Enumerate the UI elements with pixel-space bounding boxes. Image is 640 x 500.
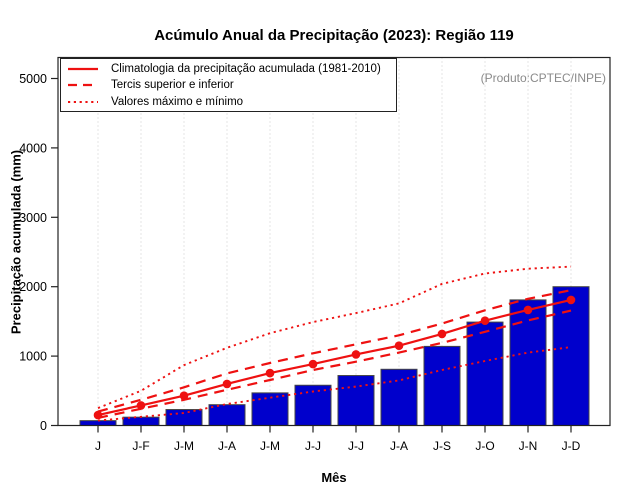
bar xyxy=(552,286,590,427)
bar xyxy=(294,384,332,426)
solid-line-icon xyxy=(68,67,98,70)
valor-m-nimo-line xyxy=(97,346,572,422)
y-tick-label: 3000 xyxy=(19,211,47,225)
climatology-marker xyxy=(394,341,404,351)
bar xyxy=(208,404,246,426)
plot-box xyxy=(57,56,611,427)
climatology-marker xyxy=(265,368,275,378)
chart-title: Acúmulo Anual da Precipitação (2023): Re… xyxy=(154,27,514,44)
tercil-superior-line xyxy=(97,289,572,413)
legend-label: Climatologia da precipitação acumulada (… xyxy=(111,62,381,75)
legend-label: Tercis superior e inferior xyxy=(111,79,234,91)
x-tick-label: J-D xyxy=(562,439,581,453)
y-tick-label: 0 xyxy=(40,419,47,433)
x-tick-label: J-N xyxy=(519,439,538,453)
x-tick-label: J xyxy=(95,439,101,453)
watermark-text: (Produto:CPTEC/INPE) xyxy=(480,71,606,85)
climatology-marker xyxy=(179,391,189,401)
x-tick-label: J-J xyxy=(305,439,321,453)
climatology-marker xyxy=(222,379,232,389)
dashed-line-icon xyxy=(68,83,98,87)
bar xyxy=(509,299,547,426)
climatology-marker xyxy=(351,350,361,359)
legend-item-climatologia: Climatologia da precipitação acumulada (… xyxy=(61,62,396,76)
x-tick-label: J-F xyxy=(132,439,149,453)
x-tick-label: J-M xyxy=(260,439,280,453)
y-tick-label: 4000 xyxy=(19,141,47,155)
climatology-marker xyxy=(566,295,576,305)
legend-item-tercis: Tercis superior e inferior xyxy=(61,78,396,92)
x-tick-label: J-A xyxy=(390,439,408,453)
climatology-marker xyxy=(523,305,533,315)
x-tick-label: J-O xyxy=(475,439,494,453)
x-tick-label: J-M xyxy=(174,439,194,453)
climatologia-da-precipita-o-acumulada-1981-2010--line xyxy=(97,298,572,417)
climatology-marker xyxy=(308,359,318,369)
bar xyxy=(165,409,203,426)
legend-item-maxmin: Valores máximo e mínimo xyxy=(61,95,396,109)
climatology-marker xyxy=(480,316,490,326)
tercil-inferior-line xyxy=(97,309,572,419)
bar xyxy=(337,375,375,427)
climatology-marker xyxy=(136,401,146,410)
y-tick-label: 1000 xyxy=(19,350,47,364)
bar xyxy=(380,368,418,427)
legend-label: Valores máximo e mínimo xyxy=(111,95,244,108)
x-axis-label: Mês xyxy=(321,470,347,485)
climatology-marker xyxy=(437,329,447,339)
bar xyxy=(79,420,117,426)
legend-box: Climatologia da precipitação acumulada (… xyxy=(60,58,397,112)
dotted-line-icon xyxy=(68,100,98,103)
bar xyxy=(251,392,289,426)
x-tick-label: J-J xyxy=(348,439,364,453)
x-tick-label: J-A xyxy=(218,439,236,453)
bar xyxy=(423,345,461,426)
bar xyxy=(466,321,504,426)
y-tick-label: 2000 xyxy=(19,280,47,294)
y-tick-label: 5000 xyxy=(19,72,47,86)
x-tick-label: J-S xyxy=(433,439,451,453)
